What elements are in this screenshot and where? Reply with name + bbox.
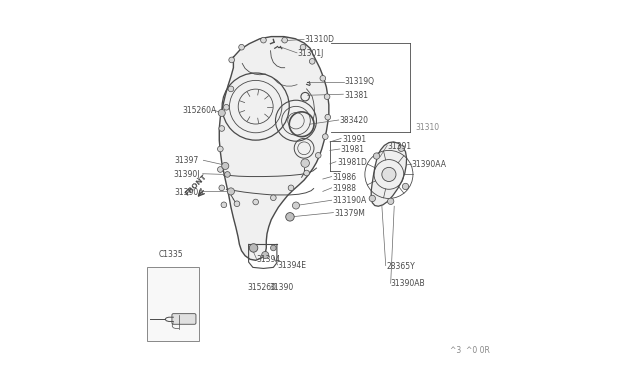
Text: 31981D: 31981D [337, 158, 367, 167]
Circle shape [387, 198, 394, 205]
FancyBboxPatch shape [172, 314, 196, 324]
Text: 313190A: 313190A [332, 196, 367, 205]
Bar [147, 267, 199, 340]
Text: 31991: 31991 [342, 135, 366, 144]
Circle shape [221, 163, 229, 170]
Text: 383420: 383420 [339, 116, 369, 125]
Circle shape [292, 202, 300, 209]
Circle shape [323, 134, 328, 140]
Text: 315260A: 315260A [183, 106, 217, 115]
Text: ^3  ^0 0R: ^3 ^0 0R [450, 346, 490, 355]
Circle shape [325, 114, 331, 120]
Circle shape [403, 183, 409, 190]
Text: 31981: 31981 [340, 145, 365, 154]
Circle shape [219, 126, 225, 131]
Circle shape [382, 167, 396, 182]
Text: 31986: 31986 [332, 173, 356, 182]
Circle shape [250, 244, 258, 252]
Circle shape [304, 170, 309, 176]
Circle shape [271, 195, 276, 201]
Text: C1335: C1335 [158, 250, 183, 259]
Text: 31390AB: 31390AB [390, 279, 426, 288]
Circle shape [324, 94, 330, 100]
Text: 28365Y: 28365Y [387, 262, 415, 271]
Text: 31390AA: 31390AA [412, 160, 447, 169]
Text: FRONT: FRONT [184, 173, 207, 197]
Circle shape [253, 199, 259, 205]
Circle shape [219, 185, 225, 191]
Circle shape [373, 153, 380, 159]
Polygon shape [220, 36, 329, 260]
Circle shape [285, 213, 294, 221]
Text: 31379M: 31379M [334, 209, 365, 218]
Circle shape [229, 57, 234, 63]
Circle shape [228, 86, 234, 92]
Circle shape [234, 201, 240, 206]
Circle shape [227, 188, 234, 195]
Circle shape [218, 167, 223, 172]
Text: 31390J: 31390J [173, 170, 200, 179]
Circle shape [309, 58, 315, 64]
Text: 31319Q: 31319Q [345, 77, 375, 86]
Circle shape [288, 185, 294, 191]
Text: 31397: 31397 [174, 156, 198, 165]
Circle shape [223, 105, 229, 110]
Circle shape [260, 37, 266, 43]
Circle shape [282, 37, 287, 43]
Circle shape [239, 44, 244, 50]
Circle shape [300, 44, 306, 50]
Circle shape [316, 153, 321, 158]
Circle shape [369, 195, 376, 202]
Text: 31310: 31310 [415, 123, 440, 132]
Circle shape [320, 76, 326, 81]
Text: 31391: 31391 [387, 142, 412, 151]
Text: 31301J: 31301J [297, 49, 323, 58]
Text: 31988: 31988 [332, 184, 356, 193]
Text: 31381: 31381 [344, 91, 368, 100]
Circle shape [225, 171, 230, 177]
Circle shape [218, 146, 223, 152]
Circle shape [398, 145, 404, 151]
Text: 31394: 31394 [257, 255, 280, 264]
Polygon shape [371, 142, 406, 206]
Text: 31310D: 31310D [304, 35, 334, 44]
Circle shape [218, 109, 225, 116]
Text: 31394E: 31394E [278, 261, 307, 270]
Circle shape [301, 159, 309, 167]
Circle shape [221, 202, 227, 208]
Text: 31390A: 31390A [174, 187, 204, 196]
Text: 315260: 315260 [248, 283, 276, 292]
Text: 31390: 31390 [270, 283, 294, 292]
Circle shape [262, 251, 269, 259]
Circle shape [271, 245, 276, 251]
